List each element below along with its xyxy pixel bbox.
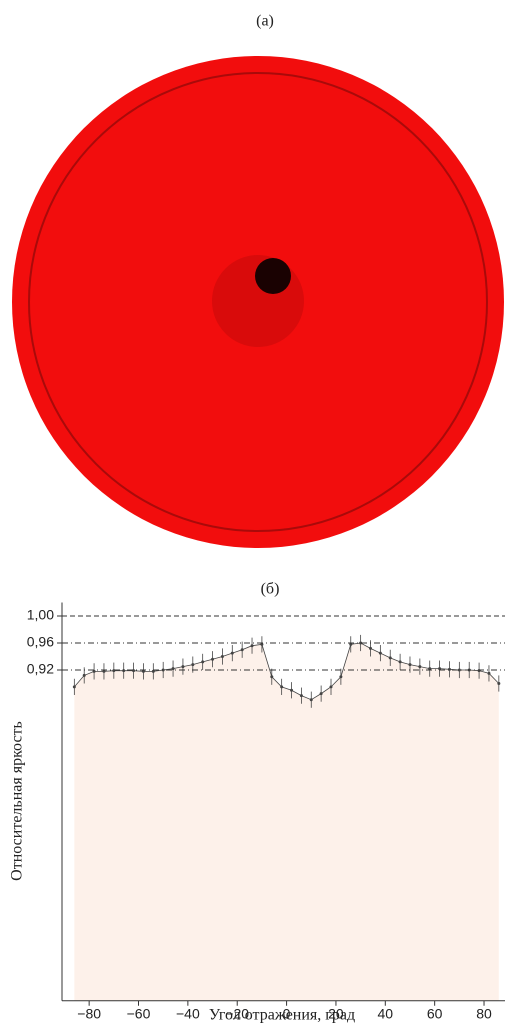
x-tick-label: 40 <box>378 1005 394 1021</box>
ring <box>28 72 488 532</box>
point <box>487 671 491 675</box>
x-tick-label: −60 <box>127 1005 151 1021</box>
point <box>438 667 442 671</box>
point <box>92 669 96 673</box>
x-axis-label: Угол отражения, град <box>209 1007 355 1024</box>
point <box>339 675 343 679</box>
y-axis-label: Относительная яркость <box>9 721 26 881</box>
point <box>428 667 432 671</box>
point <box>171 667 175 671</box>
point <box>161 668 165 672</box>
x-tick-label: 80 <box>476 1005 492 1021</box>
x-tick-label: 20 <box>328 1005 344 1021</box>
point <box>368 646 372 650</box>
area <box>74 643 499 1001</box>
point <box>151 669 155 673</box>
point <box>260 642 264 646</box>
point <box>359 641 363 645</box>
x-tick-label: 60 <box>427 1005 443 1021</box>
point <box>280 685 284 689</box>
point <box>220 655 224 658</box>
x-tick-label: −40 <box>176 1005 200 1021</box>
point <box>191 663 195 667</box>
point <box>181 665 185 669</box>
point <box>378 651 382 655</box>
spot <box>255 258 291 294</box>
point <box>240 648 244 652</box>
point <box>82 673 86 677</box>
point <box>122 669 126 673</box>
point <box>290 688 294 692</box>
point <box>201 660 205 664</box>
point <box>388 656 392 660</box>
x-tick-label: −80 <box>77 1005 101 1021</box>
point <box>319 692 323 696</box>
point <box>230 651 234 655</box>
point <box>408 663 412 667</box>
point <box>497 682 501 685</box>
panel-label: (а) <box>256 13 274 30</box>
y-tick-label: 1,00 <box>27 607 54 623</box>
point <box>141 669 145 673</box>
point <box>102 669 106 673</box>
photo <box>12 56 504 548</box>
chart-title: (б) <box>261 581 280 598</box>
line <box>74 642 500 701</box>
y-tick-label: 0,96 <box>27 634 54 650</box>
point <box>398 660 402 664</box>
point <box>211 657 215 661</box>
point <box>72 685 76 689</box>
point <box>270 675 274 679</box>
x-tick-label: 0 <box>283 1005 291 1021</box>
point <box>299 694 303 698</box>
point <box>309 698 313 702</box>
point <box>250 644 254 648</box>
x-tick-label: −20 <box>225 1005 249 1021</box>
point <box>418 665 422 669</box>
point <box>329 685 333 689</box>
point <box>349 642 353 646</box>
point <box>457 668 461 672</box>
y-tick-label: 0,92 <box>27 661 54 677</box>
